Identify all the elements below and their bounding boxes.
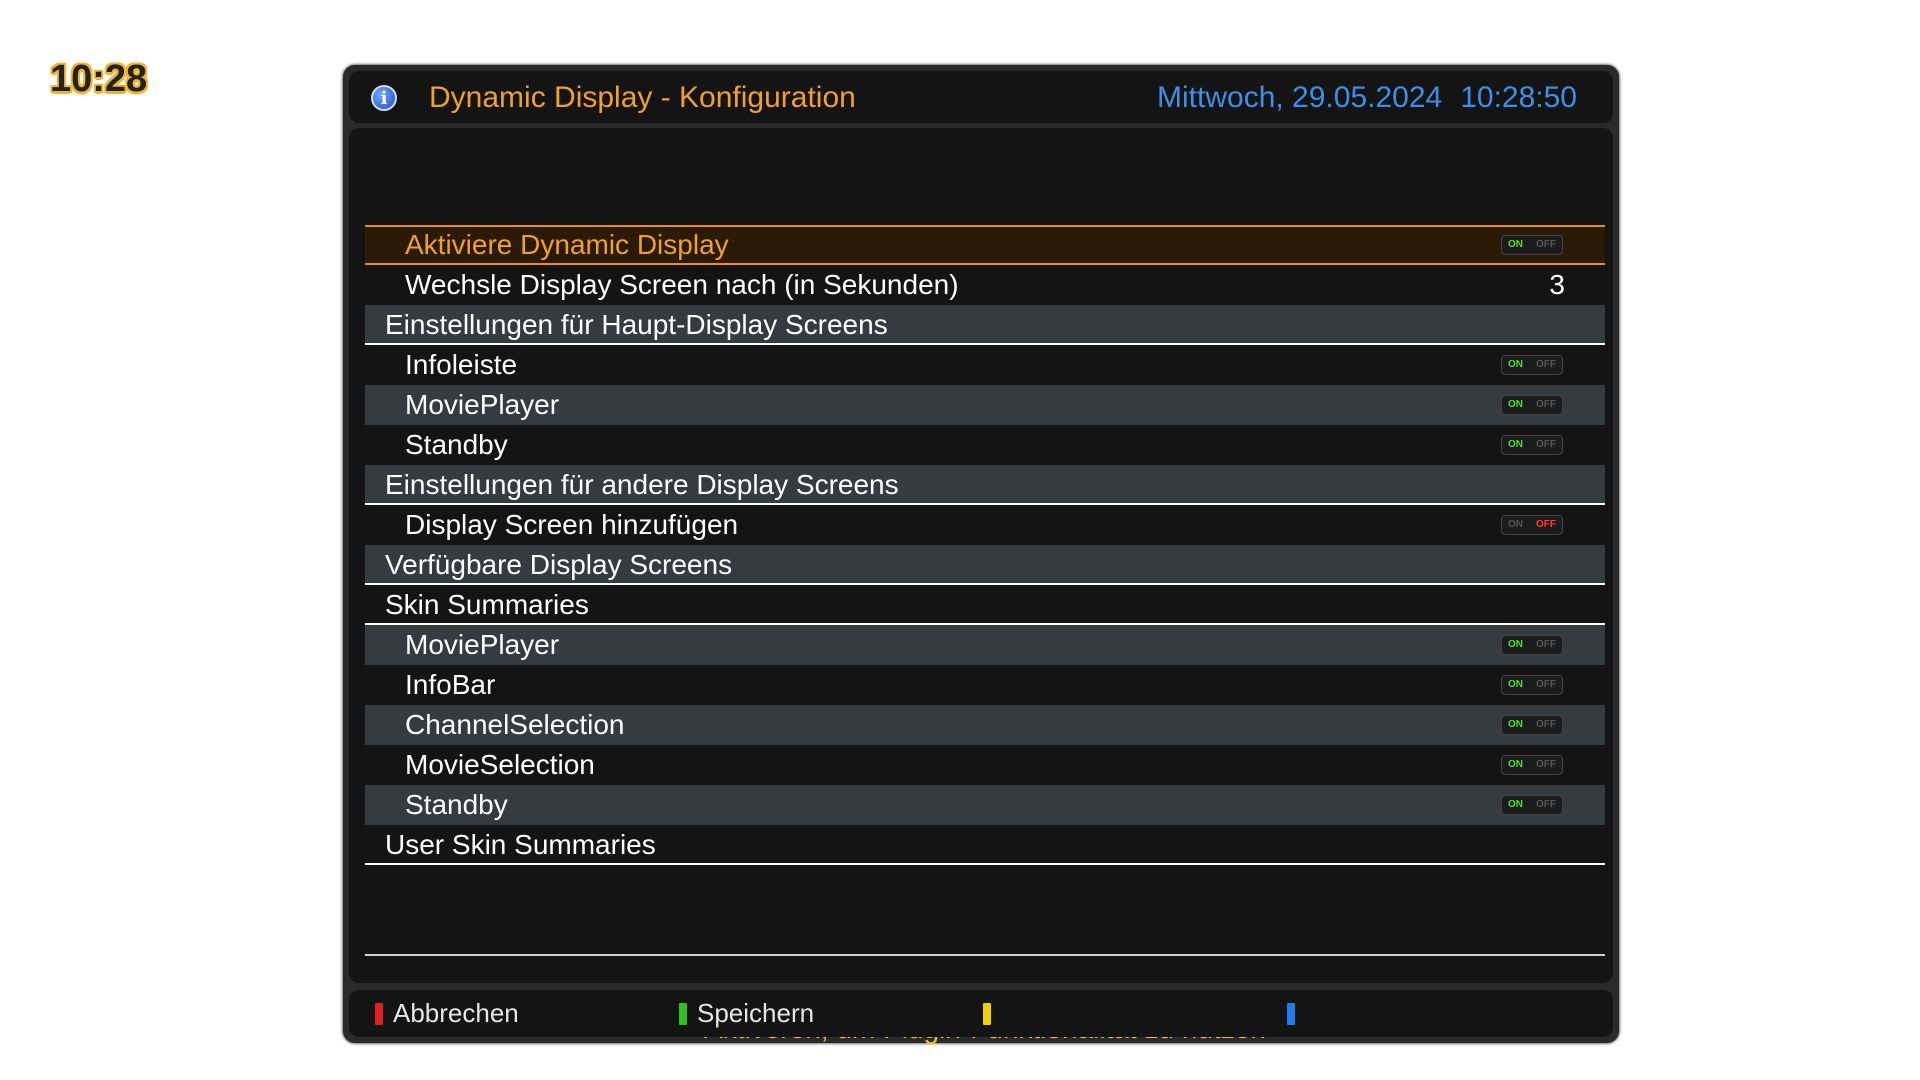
setting-row[interactable]: Wechsle Display Screen nach (in Sekunden… xyxy=(365,265,1605,305)
toggle-off-label: OFF xyxy=(1536,639,1556,650)
green-button-label: Speichern xyxy=(697,998,815,1028)
toggle-on-label: ON xyxy=(1508,399,1523,410)
toggle-on-label: ON xyxy=(1508,239,1523,250)
setting-label: MoviePlayer xyxy=(405,389,560,420)
setting-row[interactable]: Infoleiste ON OFF xyxy=(365,345,1605,385)
toggle-on-label: ON xyxy=(1508,759,1523,770)
toggle-on-label: ON xyxy=(1508,719,1523,730)
red-button-label: Abbrechen xyxy=(393,998,519,1028)
toggle-off-label: OFF xyxy=(1536,679,1556,690)
blue-button[interactable] xyxy=(1287,990,1305,1037)
setting-row[interactable]: InfoBar ON OFF xyxy=(365,665,1605,705)
toggle-on-label: ON xyxy=(1508,439,1523,450)
setting-row[interactable]: Standby ON OFF xyxy=(365,425,1605,465)
window-header: i Dynamic Display - Konfiguration Mittwo… xyxy=(349,71,1613,123)
config-window: i Dynamic Display - Konfiguration Mittwo… xyxy=(343,65,1619,1044)
section-header: Einstellungen für Haupt-Display Screens xyxy=(365,305,1605,345)
green-button[interactable]: Speichern xyxy=(679,990,814,1037)
toggle-switch[interactable]: ON OFF xyxy=(1501,235,1563,255)
setting-value[interactable]: 3 xyxy=(1549,269,1565,300)
toggle-switch[interactable]: ON OFF xyxy=(1501,675,1563,695)
toggle-off-label: OFF xyxy=(1536,439,1556,450)
setting-row[interactable]: MoviePlayer ON OFF xyxy=(365,625,1605,665)
toggle-on-label: ON xyxy=(1508,679,1523,690)
setting-label: Einstellungen für andere Display Screens xyxy=(385,469,899,500)
setting-label: InfoBar xyxy=(405,669,496,700)
red-key-icon xyxy=(375,1002,383,1025)
settings-panel: Aktiviere Dynamic Display ON OFF Wechsle Di… xyxy=(349,128,1613,1044)
info-icon[interactable]: i xyxy=(371,85,397,111)
setting-label: MoviePlayer xyxy=(405,629,560,660)
section-header: Einstellungen für andere Display Screens xyxy=(365,465,1605,505)
toggle-off-label: OFF xyxy=(1536,799,1556,810)
toggle-off-label: OFF xyxy=(1536,719,1556,730)
green-key-icon xyxy=(679,1002,687,1025)
setting-row[interactable]: ChannelSelection ON OFF xyxy=(365,705,1605,745)
toggle-off-label: OFF xyxy=(1536,359,1556,370)
toggle-on-label: ON xyxy=(1508,359,1523,370)
window-title: Dynamic Display - Konfiguration xyxy=(429,81,856,114)
section-header: Verfügbare Display Screens xyxy=(365,545,1605,585)
setting-label: ChannelSelection xyxy=(405,709,625,740)
yellow-button[interactable] xyxy=(983,990,1001,1037)
toggle-on-label: ON xyxy=(1508,799,1523,810)
toggle-switch[interactable]: ON OFF xyxy=(1501,355,1563,375)
red-button[interactable]: Abbrechen xyxy=(375,990,519,1037)
setting-label: Einstellungen für Haupt-Display Screens xyxy=(385,309,888,340)
clock: 10:28 xyxy=(50,58,148,100)
setting-label: Infoleiste xyxy=(405,349,518,380)
toggle-switch[interactable]: ON OFF xyxy=(1501,515,1563,535)
setting-label: Verfügbare Display Screens xyxy=(385,549,733,580)
toggle-off-label: OFF xyxy=(1536,519,1556,530)
toggle-on-label: ON xyxy=(1508,639,1523,650)
setting-label: User Skin Summaries xyxy=(385,829,656,860)
setting-label: Standby xyxy=(405,429,508,460)
section-header: Skin Summaries xyxy=(365,585,1605,625)
yellow-key-icon xyxy=(983,1002,991,1025)
setting-label: Skin Summaries xyxy=(385,589,589,620)
date-display: Mittwoch, 29.05.2024 xyxy=(1157,81,1443,114)
toggle-switch[interactable]: ON OFF xyxy=(1501,715,1563,735)
blue-key-icon xyxy=(1287,1002,1295,1025)
toggle-switch[interactable]: ON OFF xyxy=(1501,635,1563,655)
color-button-bar: Abbrechen Speichern xyxy=(349,990,1613,1037)
toggle-switch[interactable]: ON OFF xyxy=(1501,755,1563,775)
setting-label: Aktiviere Dynamic Display xyxy=(405,229,729,260)
setting-label: Wechsle Display Screen nach (in Sekunden… xyxy=(405,269,959,300)
setting-row[interactable]: MoviePlayer ON OFF xyxy=(365,385,1605,425)
toggle-off-label: OFF xyxy=(1536,399,1556,410)
time-display: 10:28:50 xyxy=(1460,81,1577,114)
setting-row[interactable]: Display Screen hinzufügen ON OFF xyxy=(365,505,1605,545)
setting-label: Display Screen hinzufügen xyxy=(405,509,739,540)
divider xyxy=(365,954,1605,956)
toggle-off-label: OFF xyxy=(1536,239,1556,250)
setting-row[interactable]: Standby ON OFF xyxy=(365,785,1605,825)
section-header: User Skin Summaries xyxy=(365,825,1605,865)
settings-list: Aktiviere Dynamic Display ON OFF Wechsle Di… xyxy=(365,225,1605,865)
datetime: Mittwoch, 29.05.2024 10:28:50 xyxy=(1157,81,1577,115)
setting-row[interactable]: MovieSelection ON OFF xyxy=(365,745,1605,785)
setting-row[interactable]: Aktiviere Dynamic Display ON OFF xyxy=(365,225,1605,265)
setting-label: MovieSelection xyxy=(405,749,595,780)
toggle-off-label: OFF xyxy=(1536,759,1556,770)
toggle-on-label: ON xyxy=(1508,519,1523,530)
toggle-switch[interactable]: ON OFF xyxy=(1501,395,1563,415)
toggle-switch[interactable]: ON OFF xyxy=(1501,435,1563,455)
setting-label: Standby xyxy=(405,789,508,820)
toggle-switch[interactable]: ON OFF xyxy=(1501,795,1563,815)
